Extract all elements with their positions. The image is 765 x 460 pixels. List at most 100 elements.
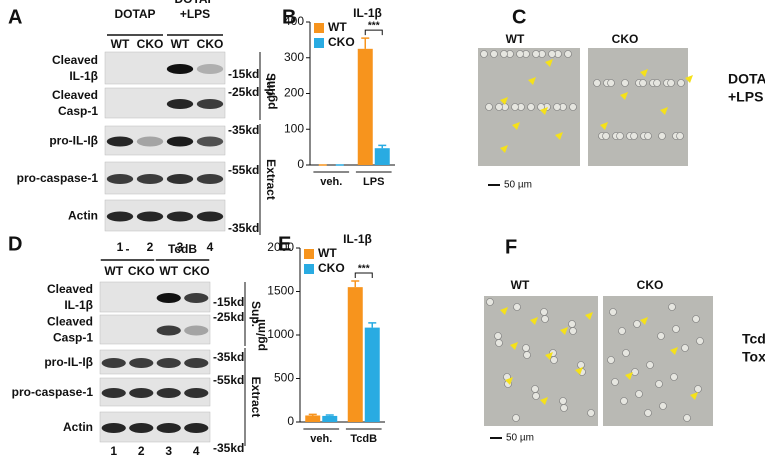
cell	[677, 79, 685, 87]
cell	[511, 103, 519, 111]
arrowhead	[555, 132, 563, 140]
cell	[672, 325, 680, 333]
arrowhead	[545, 352, 553, 360]
arrowhead	[640, 69, 648, 77]
bar	[357, 48, 373, 165]
cell	[676, 132, 684, 140]
y-tick-label: 2000	[267, 240, 294, 254]
cell	[485, 103, 493, 111]
panel-letter: A	[8, 6, 22, 28]
lane-number: 2	[138, 444, 145, 458]
arrowhead	[540, 107, 548, 115]
arrowhead	[500, 97, 508, 105]
error-bar	[368, 322, 377, 328]
arrowhead	[600, 122, 608, 130]
significance-bracket	[354, 272, 373, 279]
y-axis-label: pg/ml	[254, 319, 268, 351]
cell	[553, 103, 561, 111]
blot-band	[184, 358, 209, 368]
size-marker: -35kd	[228, 221, 259, 235]
panel-letter: C	[512, 6, 526, 28]
bar	[322, 415, 338, 422]
cell	[568, 320, 576, 328]
cell	[658, 132, 666, 140]
chart-title: IL-1β	[353, 6, 382, 20]
arrowhead	[500, 307, 508, 315]
blot-band	[166, 211, 194, 222]
arrowhead	[660, 107, 668, 115]
arrowhead	[500, 145, 508, 153]
genotype-label: WT	[506, 32, 525, 46]
cell	[616, 132, 624, 140]
condition-label: -	[126, 242, 130, 256]
cell	[495, 339, 503, 347]
cell	[522, 344, 530, 352]
row-label: IL-1β	[69, 69, 98, 83]
blot-band	[129, 423, 154, 433]
row-label: Cleaved	[47, 282, 93, 296]
cell	[494, 332, 502, 340]
genotype-label: WT	[511, 278, 530, 292]
blot-band	[106, 136, 134, 147]
arrowhead	[510, 342, 518, 350]
significance-label: ***	[358, 264, 370, 275]
size-marker: -55kd	[213, 373, 244, 387]
cell	[607, 79, 615, 87]
cell	[622, 349, 630, 357]
blot-band	[184, 293, 209, 303]
blot-band	[184, 388, 209, 398]
row-label: Casp-1	[58, 104, 98, 118]
cell	[646, 361, 654, 369]
x-tick-label: LPS	[363, 176, 384, 188]
cell	[659, 402, 667, 410]
cell	[527, 103, 535, 111]
lane-label: WT	[159, 264, 178, 278]
lane-number: 4	[207, 240, 214, 254]
genotype-label: CKO	[637, 278, 664, 292]
blot-band	[184, 423, 209, 433]
blot-strip	[99, 314, 211, 345]
cell	[548, 50, 556, 58]
legend-swatch	[314, 23, 324, 33]
cell	[569, 327, 577, 335]
cell	[577, 361, 585, 369]
blot-band	[156, 293, 181, 303]
fraction-label: Sup.	[249, 301, 263, 327]
row-label: Cleaved	[47, 315, 93, 329]
legend-swatch	[304, 264, 314, 274]
lane-number: 4	[193, 444, 200, 458]
lane-label: WT	[104, 264, 123, 278]
cell	[696, 337, 704, 345]
condition-label: Toxin	[742, 349, 765, 365]
legend-label: CKO	[328, 35, 355, 49]
lane-number: 1	[110, 444, 117, 458]
fraction-label: Extract	[249, 377, 263, 418]
size-marker: -25kd	[213, 310, 244, 324]
y-tick-label: 0	[297, 157, 304, 171]
cell	[692, 315, 700, 323]
cell	[490, 50, 498, 58]
blot-band	[166, 136, 194, 147]
arrowhead	[528, 77, 536, 85]
legend-label: CKO	[318, 261, 345, 275]
arrowhead	[670, 347, 678, 355]
size-marker: -35kd	[213, 441, 244, 455]
cell	[513, 303, 521, 311]
arrowhead	[540, 397, 548, 405]
significance-label: ***	[368, 21, 380, 32]
size-marker: -15kd	[228, 67, 259, 81]
arrowhead	[505, 377, 513, 385]
cell	[644, 409, 652, 417]
cell	[540, 308, 548, 316]
condition-label: +LPS	[728, 89, 763, 105]
cell	[667, 79, 675, 87]
blot-band	[196, 136, 224, 147]
scale-label: 50 µm	[504, 180, 532, 191]
arrowhead	[545, 59, 553, 67]
blot-band	[196, 64, 224, 74]
blot-band	[129, 388, 154, 398]
blot-band	[106, 211, 134, 222]
bar	[374, 148, 390, 165]
significance-bracket	[364, 29, 383, 36]
